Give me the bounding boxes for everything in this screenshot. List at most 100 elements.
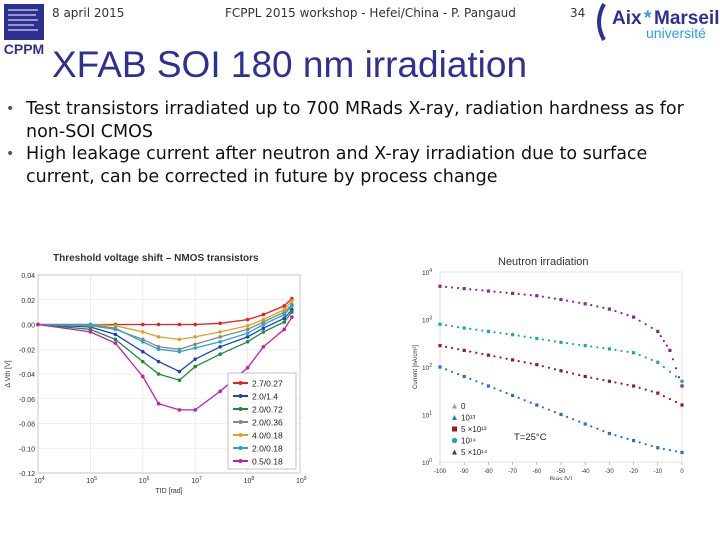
series-line [38, 298, 293, 326]
data-point [290, 307, 294, 312]
scatter-point [469, 288, 472, 291]
legend-label: 5 ×10¹⁴ [461, 448, 488, 457]
scatter-point [644, 356, 647, 359]
y-tick-label: -0.06 [19, 397, 35, 404]
data-point [141, 337, 145, 342]
scatter-point [656, 446, 660, 450]
legend-marker [452, 403, 457, 409]
scatter-point [462, 374, 466, 379]
data-point [245, 366, 250, 370]
scatter-point [529, 362, 532, 365]
scatter-point [475, 380, 478, 383]
header-date: 8 april 2015 [52, 6, 125, 20]
logo-marseille: Marseille [654, 8, 720, 29]
scatter-point [638, 386, 641, 389]
x-tick-label: -20 [629, 469, 638, 475]
y-tick-label: 0.00 [21, 323, 35, 330]
chart-title: Neutron irradiation [498, 256, 589, 268]
scatter-point [590, 345, 593, 348]
data-point [218, 335, 223, 339]
data-point [113, 337, 118, 342]
scatter-point [680, 403, 684, 407]
x-tick-label: -60 [532, 469, 541, 475]
data-point [141, 359, 145, 364]
data-point [218, 344, 223, 349]
y-tick-label: -0.04 [19, 372, 35, 379]
scatter-point [632, 315, 636, 319]
data-point [245, 327, 250, 332]
scatter-point [662, 394, 665, 398]
data-point [141, 349, 145, 354]
x-axis-label: Bias [V] [550, 476, 573, 480]
data-point [193, 346, 197, 350]
scatter-point [553, 411, 557, 414]
scatter-point [499, 331, 502, 335]
scatter-point [632, 439, 636, 443]
scatter-point [529, 294, 532, 297]
scatter-point [547, 408, 550, 411]
scatter-point [674, 400, 678, 404]
scatter-point [493, 331, 496, 334]
scatter-point [559, 340, 563, 344]
scatter-point [499, 389, 502, 392]
scatter-point [462, 326, 466, 330]
scatter-point [671, 358, 675, 361]
scatter-point [493, 290, 496, 293]
scatter-point [614, 381, 617, 384]
scatter-point [626, 350, 629, 353]
data-point [261, 326, 266, 331]
scatter-point [535, 294, 539, 298]
scatter-point [481, 382, 484, 385]
x-tick-label: -70 [508, 469, 517, 475]
scatter-point [481, 329, 484, 332]
data-point [193, 342, 197, 347]
scatter-point [541, 365, 544, 368]
legend-box [450, 400, 514, 460]
bullet-item: • Test transistors irradiated up to 700 … [6, 98, 706, 143]
scatter-point [674, 450, 678, 453]
data-point [282, 304, 287, 308]
scatter-point [457, 286, 460, 290]
scatter-point [451, 286, 454, 289]
scatter-point [511, 291, 515, 295]
scatter-point [535, 403, 539, 407]
scatter-point [662, 447, 665, 451]
cppm-logo: CPPM [0, 0, 48, 60]
scatter-point [511, 333, 515, 337]
scatter-point [590, 376, 593, 379]
slide-title: XFAB SOI 180 nm irradiation [52, 44, 528, 85]
scatter-point [578, 420, 581, 423]
scatter-point [469, 350, 472, 353]
data-point [193, 335, 197, 339]
data-point [156, 335, 161, 339]
temperature-annotation: T=25°C [514, 432, 547, 443]
scatter-point [607, 431, 611, 436]
scatter-point [438, 344, 442, 348]
scatter-point [607, 379, 611, 383]
scatter-point [529, 336, 532, 339]
legend-label: 2.0/0.72 [252, 405, 283, 415]
scatter-point [499, 291, 502, 294]
data-point [193, 408, 197, 412]
y-axis-label: Current [nA/cm²] [413, 345, 419, 389]
x-tick-label: 108 [244, 476, 255, 485]
data-point [193, 357, 197, 361]
cppm-logo-block [4, 4, 44, 40]
bullet-dot-icon: • [6, 101, 15, 117]
scatter-point [572, 300, 575, 303]
data-point [218, 352, 223, 356]
data-point [177, 378, 182, 382]
data-point [177, 322, 182, 327]
data-point [261, 330, 266, 334]
aix-marseille-logo: Aix * Marseille université [594, 0, 720, 46]
scatter-point [505, 332, 508, 335]
data-point [141, 330, 145, 334]
y-tick-label: 101 [422, 411, 432, 420]
data-point [141, 322, 145, 327]
data-point [218, 340, 223, 344]
x-tick-label: 106 [139, 476, 150, 485]
scatter-point [626, 314, 629, 317]
data-point [156, 344, 161, 349]
scatter-point [547, 366, 550, 369]
